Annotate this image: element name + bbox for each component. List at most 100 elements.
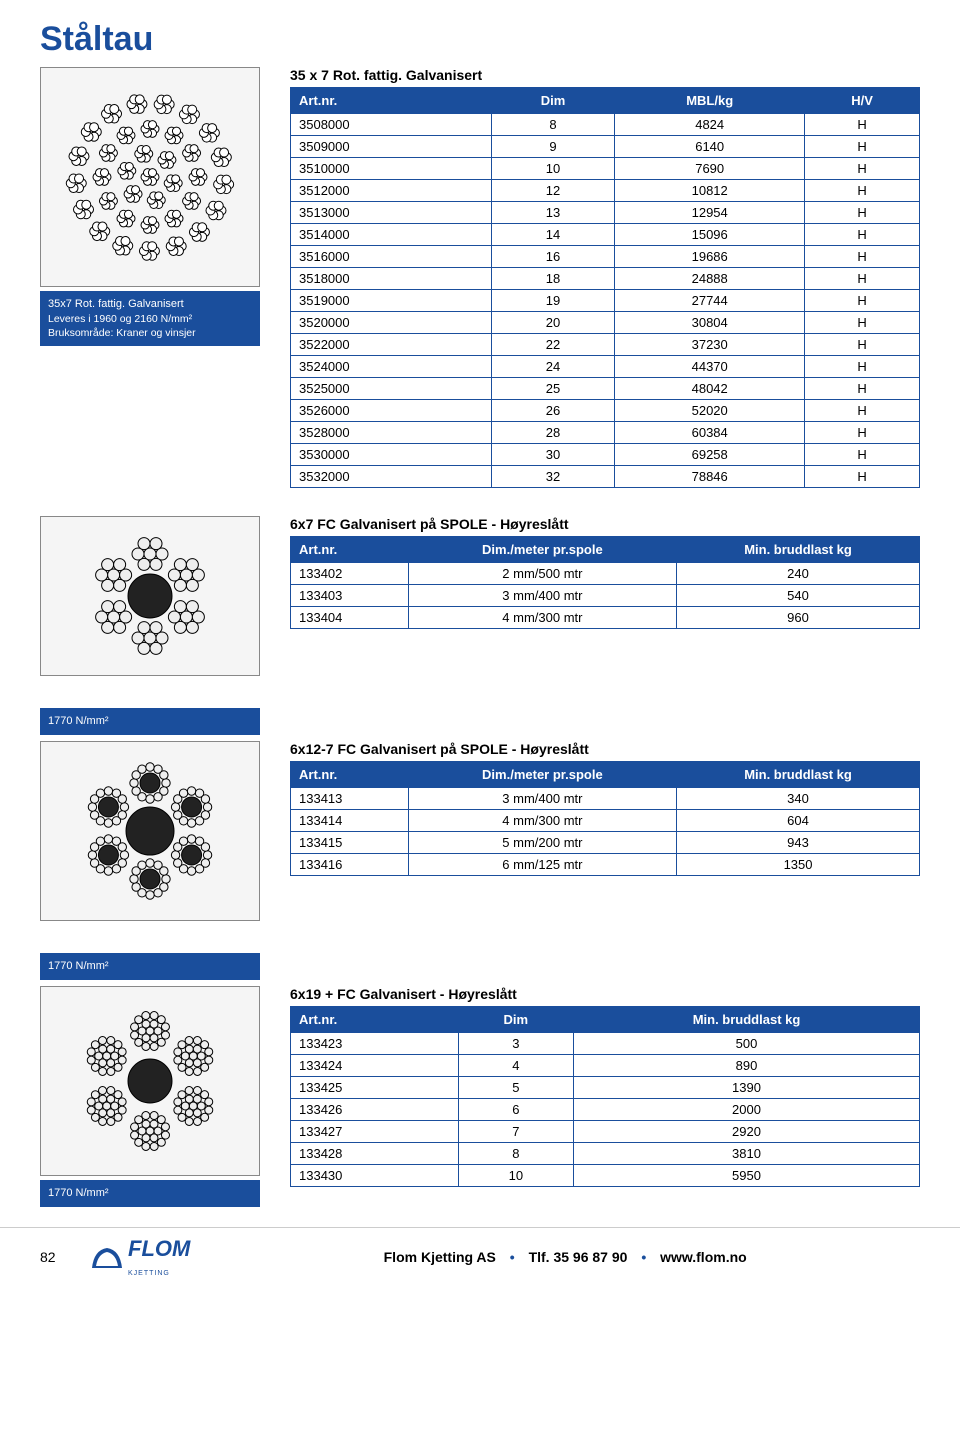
table-header: Min. bruddlast kg	[574, 1006, 920, 1032]
table-cell: H	[805, 114, 920, 136]
table-cell: 3516000	[291, 246, 492, 268]
table-cell: H	[805, 422, 920, 444]
table-cell: 340	[677, 787, 920, 809]
table-cell: 3 mm/400 mtr	[408, 787, 676, 809]
table-header: Dim./meter pr.spole	[408, 537, 676, 563]
table-row: 35250002548042H	[291, 378, 920, 400]
table-cell: 24888	[615, 268, 805, 290]
table-cell: 26	[491, 400, 614, 422]
table-row: 13342551390	[291, 1076, 920, 1098]
table-row: 35260002652020H	[291, 400, 920, 422]
table-header: Min. bruddlast kg	[677, 537, 920, 563]
table-cell: 133413	[291, 787, 409, 809]
table-cell: 604	[677, 809, 920, 831]
table-row: 1334144 mm/300 mtr604	[291, 809, 920, 831]
table-cell: 6 mm/125 mtr	[408, 853, 676, 875]
table-cell: H	[805, 158, 920, 180]
table-cell: 14	[491, 224, 614, 246]
table-cell: 13	[491, 202, 614, 224]
table-cell: 3518000	[291, 268, 492, 290]
table-cell: H	[805, 224, 920, 246]
table-header: Art.nr.	[291, 88, 492, 114]
table-cell: 19686	[615, 246, 805, 268]
table-cell: 3 mm/400 mtr	[408, 585, 676, 607]
table-cell: 3532000	[291, 466, 492, 488]
page-footer: 82 FLOM KJETTING Flom Kjetting AS • Tlf.…	[0, 1227, 960, 1288]
table-cell: H	[805, 334, 920, 356]
table-cell: 10812	[615, 180, 805, 202]
table-cell: 22	[491, 334, 614, 356]
logo-text: FLOM	[128, 1236, 190, 1261]
table-cell: H	[805, 180, 920, 202]
table-cell: H	[805, 312, 920, 334]
table-row: 35140001415096H	[291, 224, 920, 246]
page-number: 82	[40, 1249, 70, 1265]
table-cell: 133415	[291, 831, 409, 853]
table-row: 3510000107690H	[291, 158, 920, 180]
section-heading: 6x7 FC Galvanisert på SPOLE - Høyreslått	[290, 516, 920, 532]
table-cell: 48042	[615, 378, 805, 400]
table-cell: H	[805, 356, 920, 378]
table-header: Dim	[458, 1006, 573, 1032]
table-header: Min. bruddlast kg	[677, 761, 920, 787]
table-row: 35280002860384H	[291, 422, 920, 444]
table-cell: 18	[491, 268, 614, 290]
table-row: 1334244890	[291, 1054, 920, 1076]
table-cell: 133402	[291, 563, 409, 585]
table-cell: 133427	[291, 1120, 459, 1142]
table-header: Art.nr.	[291, 1006, 459, 1032]
table-cell: 3530000	[291, 444, 492, 466]
table-cell: H	[805, 202, 920, 224]
table-header: Dim./meter pr.spole	[408, 761, 676, 787]
table-cell: 960	[677, 607, 920, 629]
table-cell: H	[805, 400, 920, 422]
table-cell: 20	[491, 312, 614, 334]
table-cell: 5 mm/200 mtr	[408, 831, 676, 853]
diagram-6x19	[40, 986, 260, 1176]
table-row: 350900096140H	[291, 136, 920, 158]
table-cell: 2000	[574, 1098, 920, 1120]
diagram-6x12	[40, 741, 260, 921]
table-cell: 540	[677, 585, 920, 607]
table-cell: 5950	[574, 1164, 920, 1186]
table-row: 1334166 mm/125 mtr1350	[291, 853, 920, 875]
table-cell: 28	[491, 422, 614, 444]
table-6x19: Art.nr.DimMin. bruddlast kg 133423350013…	[290, 1006, 920, 1187]
table-cell: 12954	[615, 202, 805, 224]
table-row: 35120001210812H	[291, 180, 920, 202]
table-cell: 2920	[574, 1120, 920, 1142]
caption-line: Bruksområde: Kraner og vinsjer	[48, 326, 252, 340]
table-cell: H	[805, 290, 920, 312]
table-cell: 133416	[291, 853, 409, 875]
table-cell: H	[805, 136, 920, 158]
table-cell: 3510000	[291, 158, 492, 180]
table-cell: 133425	[291, 1076, 459, 1098]
table-cell: 133428	[291, 1142, 459, 1164]
table-cell: 10	[458, 1164, 573, 1186]
table-row: 13342772920	[291, 1120, 920, 1142]
table-row: 35200002030804H	[291, 312, 920, 334]
table-cell: 4 mm/300 mtr	[408, 607, 676, 629]
table-cell: 78846	[615, 466, 805, 488]
table-cell: 3514000	[291, 224, 492, 246]
diagram-6x7	[40, 516, 260, 676]
table-cell: 133403	[291, 585, 409, 607]
diagram-35x7	[40, 67, 260, 287]
spec-badge: 1770 N/mm²	[40, 953, 260, 980]
page-title: Ståltau	[40, 20, 920, 59]
table-cell: 6140	[615, 136, 805, 158]
table-cell: 240	[677, 563, 920, 585]
footer-url: www.flom.no	[660, 1249, 747, 1265]
table-header: MBL/kg	[615, 88, 805, 114]
table-cell: 16	[491, 246, 614, 268]
table-cell: 44370	[615, 356, 805, 378]
table-cell: 133414	[291, 809, 409, 831]
table-header: H/V	[805, 88, 920, 114]
table-cell: 15096	[615, 224, 805, 246]
table-row: 35160001619686H	[291, 246, 920, 268]
table-cell: 133423	[291, 1032, 459, 1054]
table-cell: 3509000	[291, 136, 492, 158]
table-cell: 1390	[574, 1076, 920, 1098]
footer-logo: FLOM KJETTING	[90, 1236, 190, 1278]
table-row: 1334233500	[291, 1032, 920, 1054]
